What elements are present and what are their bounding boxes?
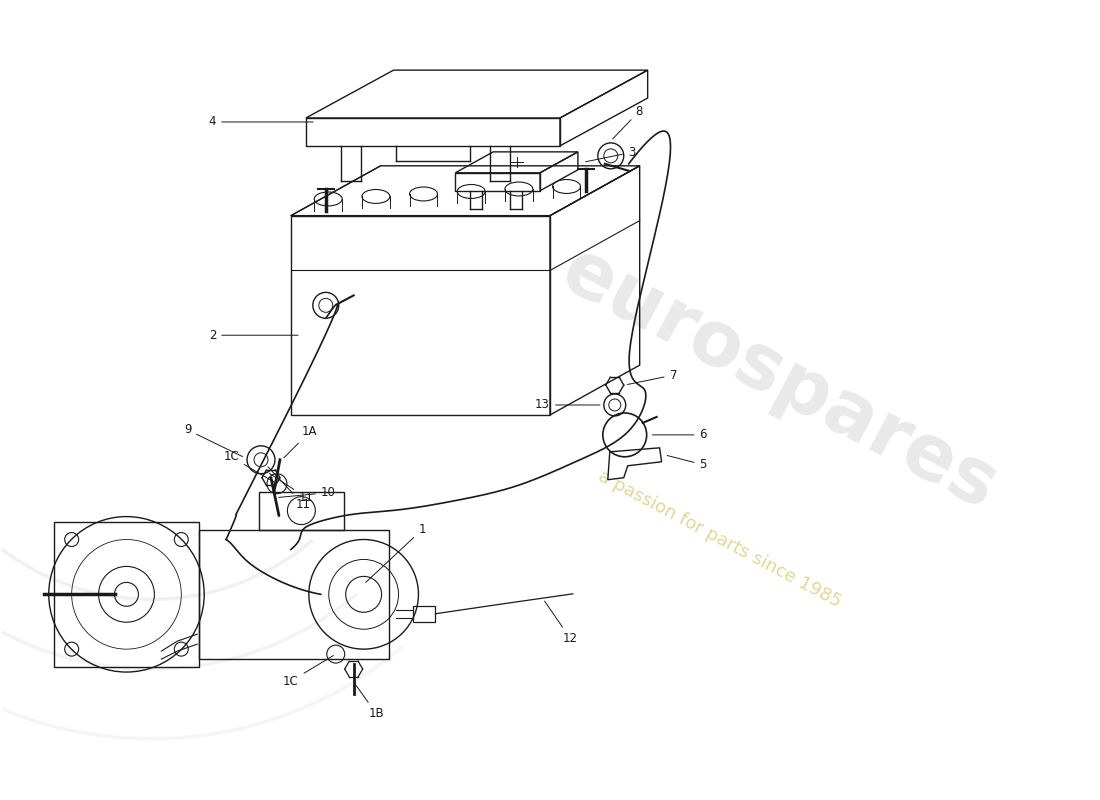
Text: 2: 2 xyxy=(209,329,298,342)
Text: 8: 8 xyxy=(613,105,644,139)
Text: 1: 1 xyxy=(365,523,426,582)
Text: 1B: 1B xyxy=(355,684,384,721)
Text: 10: 10 xyxy=(278,486,336,499)
Text: 1C: 1C xyxy=(283,655,333,687)
Text: 6: 6 xyxy=(652,428,707,442)
Text: 1C: 1C xyxy=(223,450,275,482)
Text: 9: 9 xyxy=(184,423,243,457)
Text: 3: 3 xyxy=(585,146,635,162)
Text: 7: 7 xyxy=(627,369,678,385)
Text: 11: 11 xyxy=(270,474,314,504)
Text: 4: 4 xyxy=(209,115,314,129)
Text: 11: 11 xyxy=(268,466,311,511)
Text: a passion for parts since 1985: a passion for parts since 1985 xyxy=(595,467,844,611)
Text: 12: 12 xyxy=(544,601,578,645)
Text: eurospares: eurospares xyxy=(549,234,1010,526)
Text: 1A: 1A xyxy=(284,426,318,458)
Text: 5: 5 xyxy=(668,455,707,471)
Text: 13: 13 xyxy=(535,398,600,411)
